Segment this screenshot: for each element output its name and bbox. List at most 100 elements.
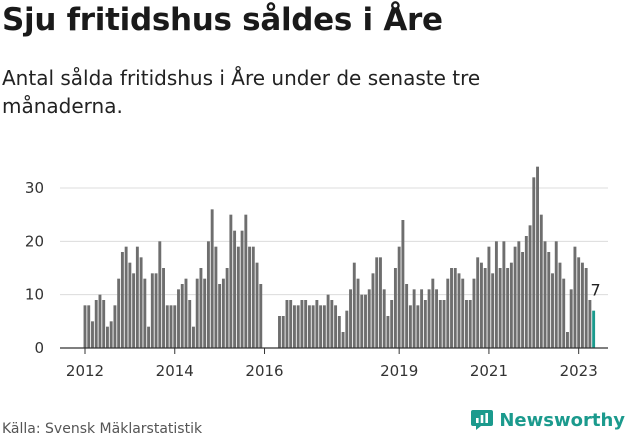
y-tick-label: 30 bbox=[25, 179, 44, 197]
bar bbox=[225, 268, 229, 348]
bar bbox=[416, 305, 420, 348]
bar bbox=[128, 262, 132, 348]
bar-chart: 0 10 20 30 2012 2014 2016 2019 2021 2023 7 bbox=[25, 166, 608, 380]
bar bbox=[573, 246, 577, 348]
x-tick-label: 2016 bbox=[245, 362, 283, 380]
bar bbox=[87, 305, 91, 348]
bar bbox=[173, 305, 177, 348]
bar bbox=[248, 246, 252, 348]
bar bbox=[147, 326, 151, 348]
x-tick-label: 2014 bbox=[156, 362, 194, 380]
bar bbox=[94, 300, 98, 348]
bar bbox=[479, 262, 483, 348]
bar bbox=[296, 305, 300, 348]
bar bbox=[588, 300, 592, 348]
bar bbox=[408, 305, 412, 348]
bar bbox=[206, 241, 210, 348]
bar bbox=[334, 305, 338, 348]
bar bbox=[401, 220, 405, 348]
bar bbox=[431, 278, 435, 348]
bar bbox=[124, 246, 128, 348]
bar bbox=[494, 241, 498, 348]
bar bbox=[281, 316, 285, 348]
bar bbox=[139, 257, 143, 348]
bar bbox=[221, 278, 225, 348]
bar bbox=[405, 284, 409, 348]
bar bbox=[91, 321, 94, 348]
newsworthy-logo[interactable]: Newsworthy bbox=[470, 408, 625, 432]
bar bbox=[356, 278, 360, 348]
bar bbox=[349, 289, 352, 348]
bar bbox=[233, 230, 237, 348]
chart-bars bbox=[83, 166, 596, 348]
bar bbox=[150, 273, 154, 348]
bar bbox=[244, 214, 248, 348]
bar bbox=[311, 305, 315, 348]
bar bbox=[491, 273, 495, 348]
bar bbox=[379, 257, 382, 348]
bar bbox=[285, 300, 289, 348]
source-note: Källa: Svensk Mäklarstatistik bbox=[2, 421, 203, 437]
bar bbox=[397, 246, 401, 348]
bar bbox=[251, 246, 255, 348]
bar bbox=[162, 268, 165, 348]
bar bbox=[240, 230, 244, 348]
bar bbox=[390, 300, 394, 348]
bar bbox=[382, 289, 386, 348]
bar bbox=[184, 278, 188, 348]
bar bbox=[569, 289, 573, 348]
bar bbox=[509, 262, 513, 348]
bar bbox=[472, 278, 476, 348]
bar bbox=[580, 262, 584, 348]
bar bbox=[278, 316, 281, 348]
bar bbox=[199, 268, 203, 348]
bar bbox=[386, 316, 390, 348]
bar bbox=[446, 278, 450, 348]
bar bbox=[551, 273, 554, 348]
bar bbox=[255, 262, 259, 348]
bar bbox=[364, 294, 367, 348]
bar bbox=[236, 246, 240, 348]
bar bbox=[442, 300, 446, 348]
bar bbox=[195, 278, 199, 348]
bar bbox=[98, 294, 102, 348]
y-tick-label: 10 bbox=[25, 286, 44, 304]
bar bbox=[465, 300, 468, 348]
bar bbox=[420, 289, 424, 348]
bar bbox=[457, 273, 461, 348]
bar bbox=[292, 305, 296, 348]
bar bbox=[177, 289, 180, 348]
chart-subtitle: Antal sålda fritidshus i Åre under de se… bbox=[2, 66, 481, 118]
y-axis: 0 10 20 30 bbox=[25, 179, 44, 357]
bar bbox=[423, 300, 427, 348]
bar bbox=[435, 289, 439, 348]
y-tick-label: 20 bbox=[25, 232, 44, 250]
bar bbox=[543, 241, 547, 348]
bar bbox=[203, 278, 207, 348]
bar bbox=[483, 268, 487, 348]
newsworthy-logo-icon bbox=[471, 410, 494, 430]
bar bbox=[521, 252, 525, 348]
x-tick-label: 2019 bbox=[380, 362, 418, 380]
bar bbox=[143, 278, 147, 348]
brand-name: Newsworthy bbox=[499, 409, 625, 431]
bar bbox=[322, 305, 326, 348]
bar bbox=[154, 273, 158, 348]
bar bbox=[468, 300, 472, 348]
y-tick-label: 0 bbox=[34, 339, 44, 357]
bar bbox=[539, 214, 543, 348]
bar bbox=[528, 225, 532, 348]
bar bbox=[109, 321, 113, 348]
bar bbox=[337, 316, 341, 348]
bar bbox=[210, 209, 214, 348]
bar bbox=[289, 300, 293, 348]
bar bbox=[259, 284, 263, 348]
x-axis: 2012 2014 2016 2019 2021 2023 bbox=[60, 347, 608, 380]
bar bbox=[158, 241, 162, 348]
bar bbox=[517, 241, 521, 348]
bar bbox=[502, 241, 506, 348]
bar bbox=[188, 300, 192, 348]
bar bbox=[180, 284, 184, 348]
bar bbox=[120, 252, 124, 348]
chart-title: Sju fritidshus såldes i Åre bbox=[2, 2, 443, 38]
